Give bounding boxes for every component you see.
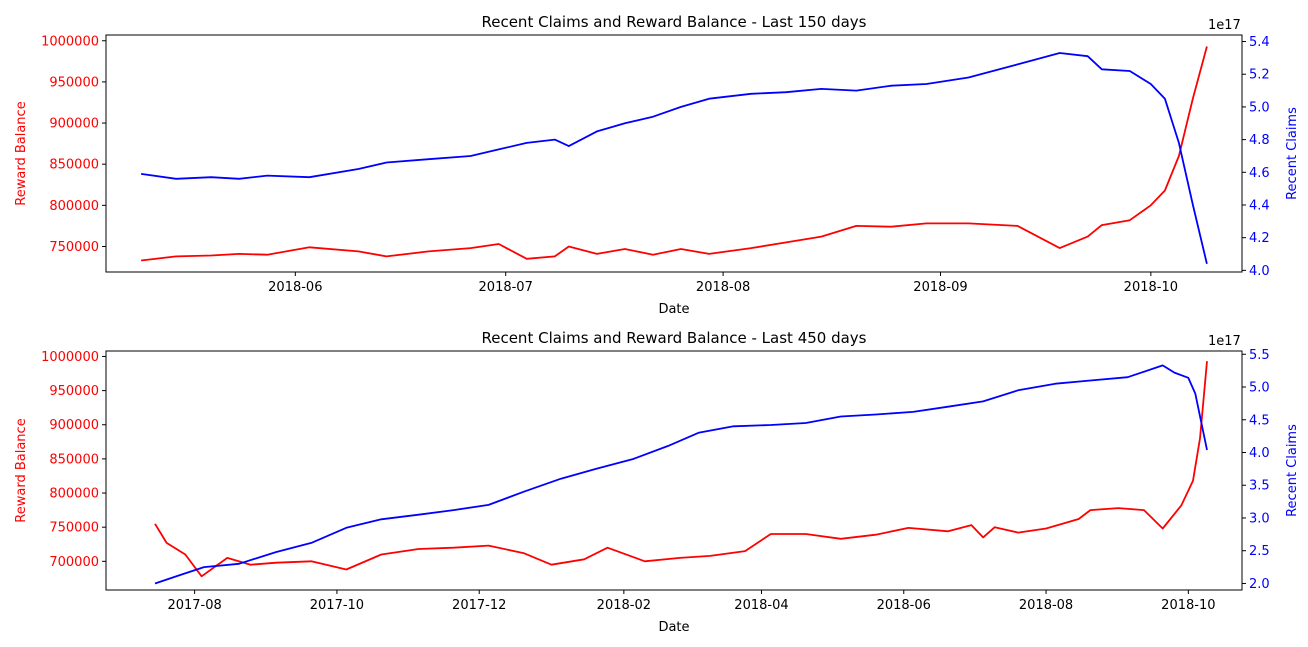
- y-left-tick-label: 900000: [49, 418, 99, 433]
- x-tick-label: 2017-08: [167, 598, 221, 613]
- y-left-axis-label: Reward Balance: [14, 101, 29, 205]
- y-right-tick-label: 5.2: [1249, 68, 1270, 83]
- x-tick-label: 2018-02: [597, 598, 651, 613]
- series-line-recent-claims: [140, 52, 1208, 265]
- y-left-tick-label: 950000: [49, 75, 99, 90]
- series-line-recent-claims: [154, 364, 1208, 585]
- plot-frame: [105, 34, 1243, 273]
- x-tick-label: 2018-07: [479, 280, 533, 295]
- x-tick-label: 2018-06: [268, 280, 322, 295]
- y-left-tick-label: 750000: [49, 521, 99, 536]
- y-right-tick-label: 4.6: [1249, 166, 1270, 181]
- y-right-axis-label: Recent Claims: [1285, 107, 1300, 200]
- series-line-reward-balance: [154, 361, 1208, 578]
- x-tick-label: 2018-09: [913, 280, 967, 295]
- y-right-tick-label: 4.5: [1249, 413, 1270, 428]
- x-tick-label: 2018-04: [734, 598, 788, 613]
- y-left-tick-label: 700000: [49, 555, 99, 570]
- x-tick-label: 2018-10: [1161, 598, 1215, 613]
- x-tick-label: 2017-12: [452, 598, 506, 613]
- chart-title: Recent Claims and Reward Balance - Last …: [481, 13, 866, 31]
- y-right-tick-label: 5.4: [1249, 35, 1270, 50]
- y-right-tick-label: 4.4: [1249, 198, 1270, 213]
- y-left-tick-label: 1000000: [41, 350, 99, 365]
- right-axis-offset-label: 1e17: [1208, 18, 1241, 33]
- chart-title: Recent Claims and Reward Balance - Last …: [481, 329, 866, 347]
- y-left-tick-label: 800000: [49, 199, 99, 214]
- series-line-reward-balance: [140, 46, 1208, 262]
- y-left-tick-label: 850000: [49, 158, 99, 173]
- y-left-tick-label: 750000: [49, 240, 99, 255]
- y-left-tick-label: 1000000: [41, 34, 99, 49]
- y-right-tick-label: 3.0: [1249, 511, 1270, 526]
- y-right-tick-label: 2.0: [1249, 577, 1270, 592]
- x-tick-label: 2018-06: [877, 598, 931, 613]
- x-tick-label: 2017-10: [310, 598, 364, 613]
- x-tick-label: 2018-10: [1124, 280, 1178, 295]
- x-axis-label: Date: [658, 620, 689, 635]
- y-right-tick-label: 4.8: [1249, 133, 1270, 148]
- y-right-tick-label: 3.5: [1249, 479, 1270, 494]
- x-tick-label: 2018-08: [1019, 598, 1073, 613]
- y-right-tick-label: 2.5: [1249, 544, 1270, 559]
- y-left-tick-label: 950000: [49, 384, 99, 399]
- y-left-axis-label: Reward Balance: [14, 418, 29, 522]
- y-right-tick-label: 5.0: [1249, 381, 1270, 396]
- x-axis-label: Date: [658, 302, 689, 317]
- y-left-tick-label: 900000: [49, 117, 99, 132]
- chart-panel-1: 2018-06 2018-07 2018-08 2018-09 2018-10 75000…: [14, 13, 1300, 317]
- y-right-tick-label: 5.5: [1249, 348, 1270, 363]
- x-tick-label: 2018-08: [696, 280, 750, 295]
- y-right-tick-label: 4.0: [1249, 446, 1270, 461]
- y-left-tick-label: 850000: [49, 452, 99, 467]
- y-right-tick-label: 4.0: [1249, 264, 1270, 279]
- right-axis-offset-label: 1e17: [1208, 334, 1241, 349]
- y-right-tick-label: 4.2: [1249, 231, 1270, 246]
- y-left-tick-label: 800000: [49, 487, 99, 502]
- y-right-tick-label: 5.0: [1249, 100, 1270, 115]
- chart-panel-2: 2017-08 2017-10 2017-12 2018-02 2018-04 2018-…: [14, 329, 1300, 635]
- y-right-axis-label: Recent Claims: [1285, 424, 1300, 517]
- plot-frame: [105, 350, 1243, 591]
